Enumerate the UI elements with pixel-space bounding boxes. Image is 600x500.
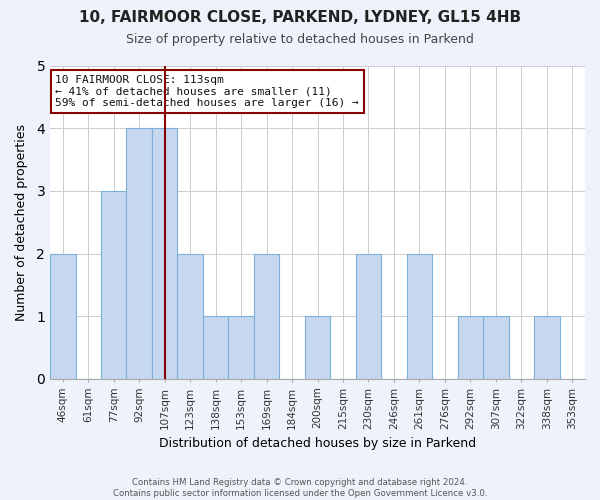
Bar xyxy=(101,191,127,379)
Text: Contains HM Land Registry data © Crown copyright and database right 2024.
Contai: Contains HM Land Registry data © Crown c… xyxy=(113,478,487,498)
Bar xyxy=(152,128,178,379)
Bar xyxy=(483,316,509,379)
Bar xyxy=(356,254,381,379)
Bar xyxy=(178,254,203,379)
Bar xyxy=(50,254,76,379)
Text: 10 FAIRMOOR CLOSE: 113sqm
← 41% of detached houses are smaller (11)
59% of semi-: 10 FAIRMOOR CLOSE: 113sqm ← 41% of detac… xyxy=(55,75,359,108)
X-axis label: Distribution of detached houses by size in Parkend: Distribution of detached houses by size … xyxy=(159,437,476,450)
Bar xyxy=(305,316,330,379)
Text: Size of property relative to detached houses in Parkend: Size of property relative to detached ho… xyxy=(126,32,474,46)
Bar xyxy=(229,316,254,379)
Bar xyxy=(254,254,280,379)
Bar xyxy=(203,316,229,379)
Text: 10, FAIRMOOR CLOSE, PARKEND, LYDNEY, GL15 4HB: 10, FAIRMOOR CLOSE, PARKEND, LYDNEY, GL1… xyxy=(79,10,521,25)
Bar xyxy=(458,316,483,379)
Bar xyxy=(127,128,152,379)
Bar xyxy=(534,316,560,379)
Bar xyxy=(407,254,432,379)
Y-axis label: Number of detached properties: Number of detached properties xyxy=(15,124,28,320)
